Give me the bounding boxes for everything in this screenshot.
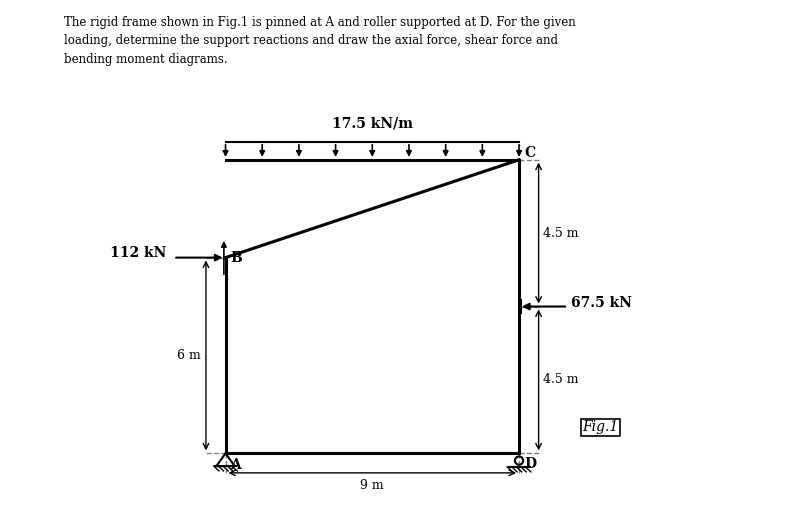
Text: 17.5 kN/m: 17.5 kN/m [332,116,413,130]
Text: bending moment diagrams.: bending moment diagrams. [64,53,228,66]
Text: Fig.1: Fig.1 [582,420,618,434]
Text: 4.5 m: 4.5 m [543,374,579,386]
Text: A: A [230,458,241,472]
Text: 6 m: 6 m [178,349,201,362]
Text: C: C [524,146,535,160]
Text: 9 m: 9 m [361,480,384,492]
Text: The rigid frame shown in Fig.1 is pinned at A and roller supported at D. For the: The rigid frame shown in Fig.1 is pinned… [64,16,576,29]
Text: B: B [230,251,242,265]
Text: loading, determine the support reactions and draw the axial force, shear force a: loading, determine the support reactions… [64,34,558,47]
Text: D: D [524,456,536,471]
Text: 67.5 kN: 67.5 kN [571,296,632,310]
Text: 4.5 m: 4.5 m [543,227,579,240]
Text: 112 kN: 112 kN [110,246,167,260]
